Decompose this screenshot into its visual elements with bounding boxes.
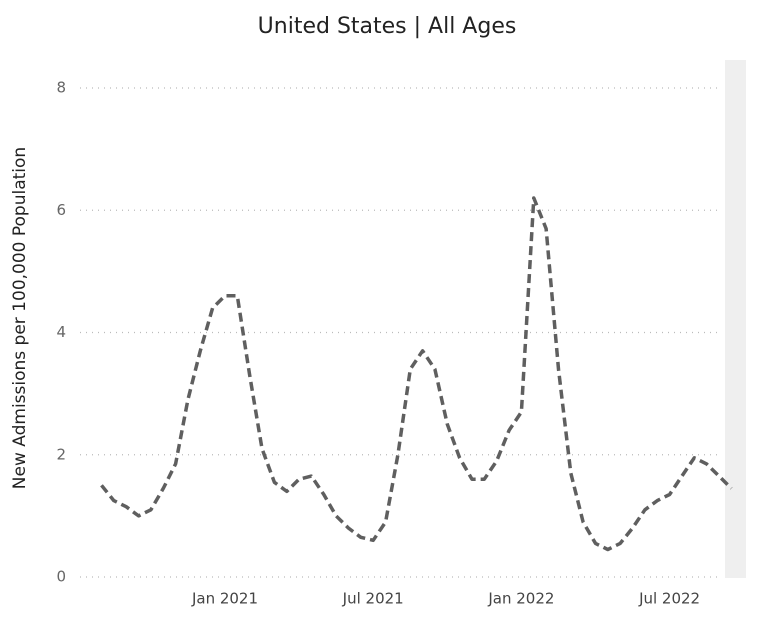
chart-title: United States | All Ages [258,14,517,39]
x-tick-label: Jan 2021 [191,590,258,608]
y-tick-label: 8 [56,79,66,97]
y-tick-label: 6 [56,201,66,219]
x-tick-label: Jul 2021 [342,590,404,608]
y-tick-label: 2 [56,445,66,463]
y-tick-label: 4 [56,323,66,341]
x-tick-label: Jul 2022 [638,590,700,608]
data-line [100,196,733,552]
y-tick-label: 0 [56,568,66,586]
y-axis-label: New Admissions per 100,000 Population [10,147,30,489]
scroll-band [725,60,746,578]
x-tick-label: Jan 2022 [487,590,554,608]
